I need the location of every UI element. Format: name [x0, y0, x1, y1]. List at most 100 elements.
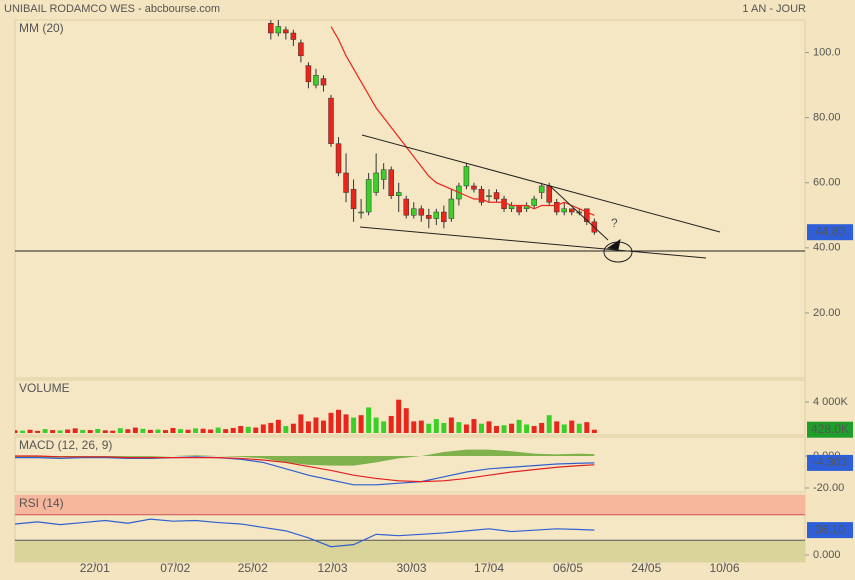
moving-average — [330, 26, 595, 216]
candle-body — [395, 192, 402, 196]
volume-bar — [298, 414, 304, 433]
x-tick-label: 24/05 — [631, 561, 661, 575]
volume-bar — [358, 415, 364, 433]
candle-body — [343, 172, 349, 193]
volume-bar — [57, 430, 63, 433]
volume-bar — [140, 428, 146, 433]
volume-bar — [546, 415, 552, 433]
volume-bar — [185, 429, 191, 433]
volume-bar — [117, 428, 123, 433]
candle-body — [388, 169, 394, 196]
volume-bar — [411, 421, 417, 433]
x-tick-label: 10/06 — [709, 561, 739, 575]
volume-bar — [478, 423, 484, 433]
volume-bar — [260, 424, 266, 433]
value-badge — [807, 224, 853, 241]
volume-bar — [313, 417, 319, 433]
volume-bar — [283, 426, 289, 433]
volume-bar — [418, 420, 424, 433]
y-tick-label: 40.00 — [813, 242, 841, 254]
volume-bar — [200, 428, 206, 433]
x-tick-label: 25/02 — [238, 561, 268, 575]
candle-body — [275, 26, 282, 34]
candle-body — [328, 97, 334, 144]
volume-bar — [486, 421, 492, 433]
candle-body — [426, 215, 432, 219]
volume-bar — [531, 426, 537, 433]
histogram — [15, 449, 595, 466]
volume-bar — [155, 429, 161, 433]
indicator-line — [15, 455, 595, 483]
volume-bar — [433, 419, 439, 433]
volume-bar — [208, 429, 214, 433]
y-tick-label: 4 000K — [813, 396, 849, 408]
candle-body — [268, 23, 274, 34]
trend-line — [361, 134, 721, 233]
x-tick-label: 07/02 — [160, 561, 190, 575]
trend-lines — [15, 134, 805, 263]
volume-bar — [125, 429, 131, 433]
candle-body — [516, 205, 522, 213]
volume-bar — [215, 427, 221, 433]
volume-bar — [591, 429, 597, 433]
volume-bar — [20, 430, 26, 433]
volume-bar — [223, 429, 229, 433]
value-badge — [807, 454, 853, 471]
volume-bar — [245, 426, 251, 433]
volume-bar — [351, 417, 357, 433]
volume-bar — [343, 414, 349, 433]
value-badge — [807, 421, 853, 438]
volume-bar — [569, 420, 575, 433]
volume-bar — [110, 430, 116, 433]
legend-label: MM (20) — [19, 21, 64, 35]
candle-body — [441, 211, 447, 223]
volume-bar — [275, 419, 281, 433]
candle-body — [433, 211, 440, 219]
volume-bar — [456, 422, 462, 433]
volume-bar — [27, 429, 33, 433]
panel-marks — [15, 495, 805, 562]
volume-bar — [501, 425, 507, 433]
x-tick-label: 17/04 — [474, 561, 504, 575]
panel-title: VOLUME — [19, 381, 70, 395]
value-badge-label: 428.0K — [811, 422, 849, 436]
y-tick-label: 60.00 — [813, 177, 841, 189]
trend-line — [359, 226, 707, 259]
candle-body — [531, 198, 537, 206]
x-tick-label: 12/03 — [317, 561, 347, 575]
volume-bar — [35, 430, 41, 433]
y-tick-label: 0.000 — [813, 549, 841, 561]
volume-bar — [50, 430, 56, 433]
candle-body — [290, 32, 297, 40]
value-badge-label: -4.303 — [813, 455, 847, 469]
candle-body — [320, 78, 327, 86]
volume-bar — [328, 412, 334, 433]
candle-body — [584, 208, 590, 223]
volume-bar — [463, 424, 469, 433]
volume-bar — [193, 428, 199, 433]
volume-bar — [42, 429, 48, 433]
panel-marks — [15, 399, 597, 433]
volume-bar — [516, 419, 522, 433]
indicator-line — [15, 456, 595, 486]
candle-body — [538, 185, 545, 193]
y-tick-label: 20.00 — [813, 307, 841, 319]
arrow — [606, 238, 621, 251]
volume-bar — [539, 422, 545, 433]
volume-bar — [253, 427, 259, 433]
candle-body — [365, 179, 372, 213]
volume-bar — [320, 420, 326, 433]
volume-bar — [554, 421, 560, 433]
volume-bar — [72, 428, 78, 433]
volume-bar — [524, 424, 530, 433]
candle-body — [471, 185, 477, 190]
volume-bar — [441, 422, 447, 433]
volume-bar — [381, 421, 387, 433]
price-panel — [14, 19, 806, 379]
volume-bar — [305, 421, 311, 433]
candle-body — [569, 208, 575, 213]
volume-bar — [102, 430, 108, 433]
volume-bar — [471, 419, 477, 433]
candle-body — [553, 202, 560, 213]
